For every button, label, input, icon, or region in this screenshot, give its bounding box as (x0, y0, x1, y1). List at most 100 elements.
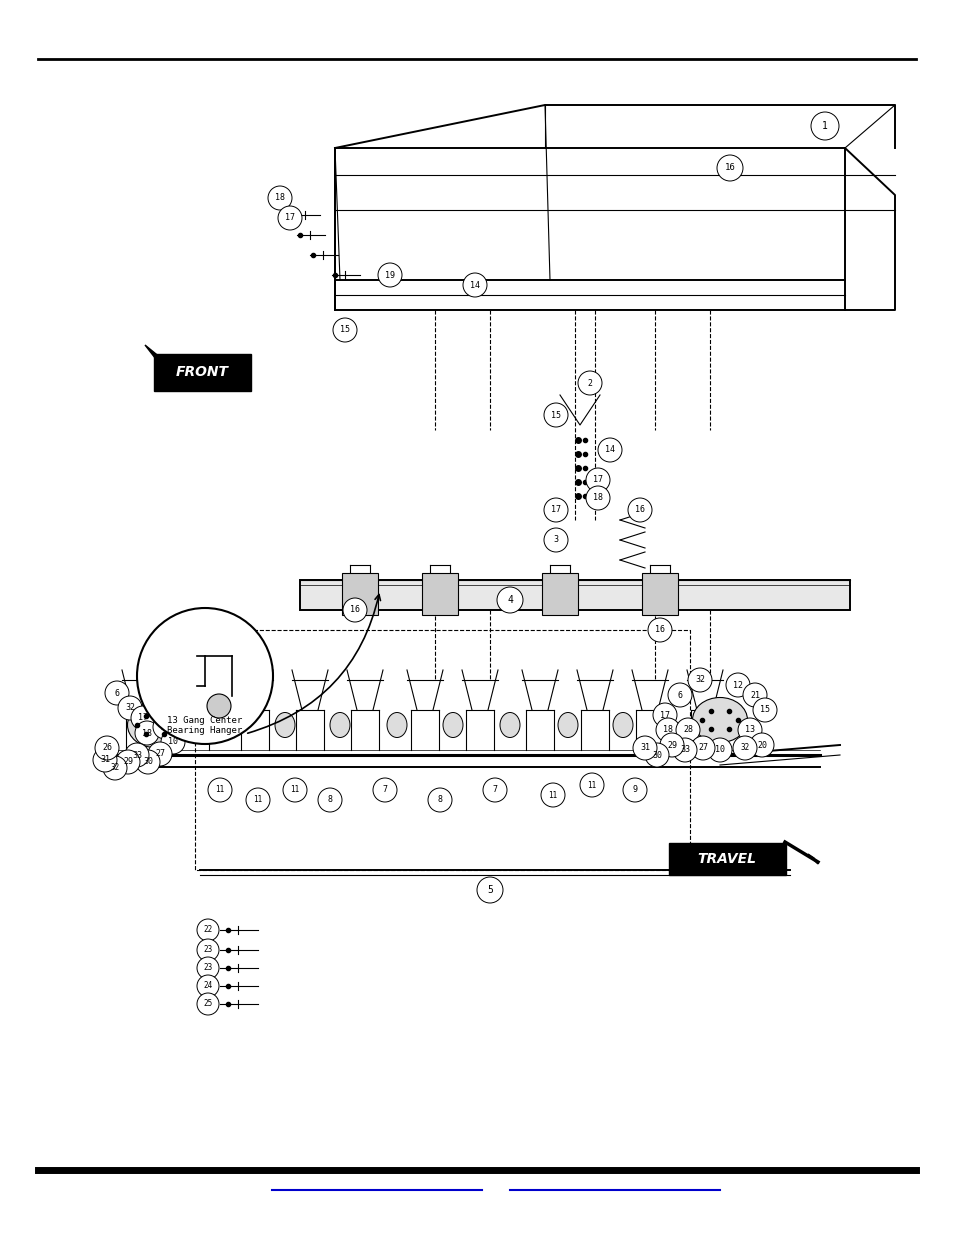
Ellipse shape (160, 713, 180, 737)
Circle shape (462, 273, 486, 296)
Circle shape (137, 608, 273, 743)
Text: 7: 7 (492, 785, 497, 794)
Ellipse shape (499, 713, 519, 737)
Text: 16: 16 (635, 505, 644, 515)
FancyBboxPatch shape (299, 580, 849, 610)
Circle shape (717, 156, 742, 182)
Circle shape (196, 957, 219, 979)
Text: 18: 18 (142, 729, 152, 737)
Text: 1: 1 (821, 121, 827, 131)
Text: 12: 12 (732, 680, 742, 689)
Ellipse shape (558, 713, 578, 737)
Circle shape (317, 788, 341, 811)
Ellipse shape (218, 713, 237, 737)
Circle shape (585, 487, 609, 510)
Ellipse shape (613, 713, 633, 737)
Circle shape (707, 739, 731, 762)
Circle shape (540, 783, 564, 806)
Circle shape (543, 529, 567, 552)
Text: 28: 28 (682, 725, 692, 735)
Circle shape (118, 697, 142, 720)
Circle shape (196, 974, 219, 997)
Ellipse shape (692, 698, 747, 742)
Text: 11: 11 (253, 795, 262, 804)
Circle shape (333, 317, 356, 342)
Circle shape (659, 734, 683, 757)
Text: 32: 32 (111, 763, 119, 773)
Text: 18: 18 (274, 194, 285, 203)
Text: 16: 16 (724, 163, 735, 173)
Circle shape (667, 683, 691, 706)
Text: 27: 27 (698, 743, 707, 752)
Text: 28: 28 (160, 722, 170, 731)
Polygon shape (145, 345, 167, 363)
Circle shape (207, 694, 231, 718)
Circle shape (725, 673, 749, 697)
Text: 18: 18 (593, 494, 602, 503)
Text: 18: 18 (662, 725, 672, 735)
Text: 11: 11 (587, 781, 596, 789)
Circle shape (647, 618, 671, 642)
Text: 22: 22 (203, 925, 213, 935)
Circle shape (268, 186, 292, 210)
Text: 14: 14 (604, 446, 615, 454)
Circle shape (749, 734, 773, 757)
FancyBboxPatch shape (641, 573, 678, 615)
FancyBboxPatch shape (341, 573, 377, 615)
Circle shape (116, 750, 140, 774)
Text: FRONT: FRONT (175, 366, 229, 379)
Circle shape (161, 730, 185, 755)
Text: 17: 17 (285, 214, 294, 222)
Text: 7: 7 (382, 785, 387, 794)
Circle shape (125, 743, 149, 767)
Text: 32: 32 (695, 676, 704, 684)
Text: 33: 33 (132, 751, 142, 760)
Circle shape (622, 778, 646, 802)
Ellipse shape (274, 713, 294, 737)
Text: 17: 17 (659, 710, 669, 720)
Circle shape (585, 468, 609, 492)
Circle shape (497, 587, 522, 613)
Ellipse shape (442, 713, 462, 737)
Circle shape (208, 778, 232, 802)
FancyArrowPatch shape (248, 594, 380, 734)
Circle shape (196, 919, 219, 941)
Text: 31: 31 (639, 743, 649, 752)
Text: 15: 15 (551, 410, 560, 420)
Circle shape (732, 736, 757, 760)
Text: 10: 10 (160, 653, 170, 662)
Circle shape (152, 715, 177, 739)
Circle shape (428, 788, 452, 811)
Text: 23: 23 (203, 963, 213, 972)
Circle shape (633, 736, 657, 760)
Circle shape (222, 635, 244, 657)
Text: 30: 30 (143, 757, 152, 767)
Text: 20: 20 (757, 741, 766, 750)
Circle shape (644, 743, 668, 767)
FancyBboxPatch shape (153, 354, 251, 391)
Text: 8: 8 (327, 795, 333, 804)
Circle shape (656, 718, 679, 742)
Text: 25: 25 (203, 999, 213, 1009)
Text: 15: 15 (760, 705, 769, 715)
Circle shape (95, 736, 119, 760)
Text: 26: 26 (102, 743, 112, 752)
Circle shape (136, 750, 160, 774)
Circle shape (672, 739, 697, 762)
Text: 27: 27 (154, 750, 165, 758)
Text: 31: 31 (100, 756, 110, 764)
Text: 4: 4 (507, 595, 513, 605)
Circle shape (738, 718, 761, 742)
Text: 10: 10 (714, 746, 724, 755)
Circle shape (578, 370, 601, 395)
Text: 32: 32 (125, 704, 135, 713)
Text: 6: 6 (114, 688, 119, 698)
Text: 11: 11 (290, 785, 299, 794)
Circle shape (373, 778, 396, 802)
Text: 17: 17 (593, 475, 602, 484)
Text: 16: 16 (655, 625, 664, 635)
Text: 29: 29 (666, 741, 677, 750)
Circle shape (482, 778, 506, 802)
Text: 8: 8 (437, 795, 442, 804)
Circle shape (343, 598, 367, 622)
